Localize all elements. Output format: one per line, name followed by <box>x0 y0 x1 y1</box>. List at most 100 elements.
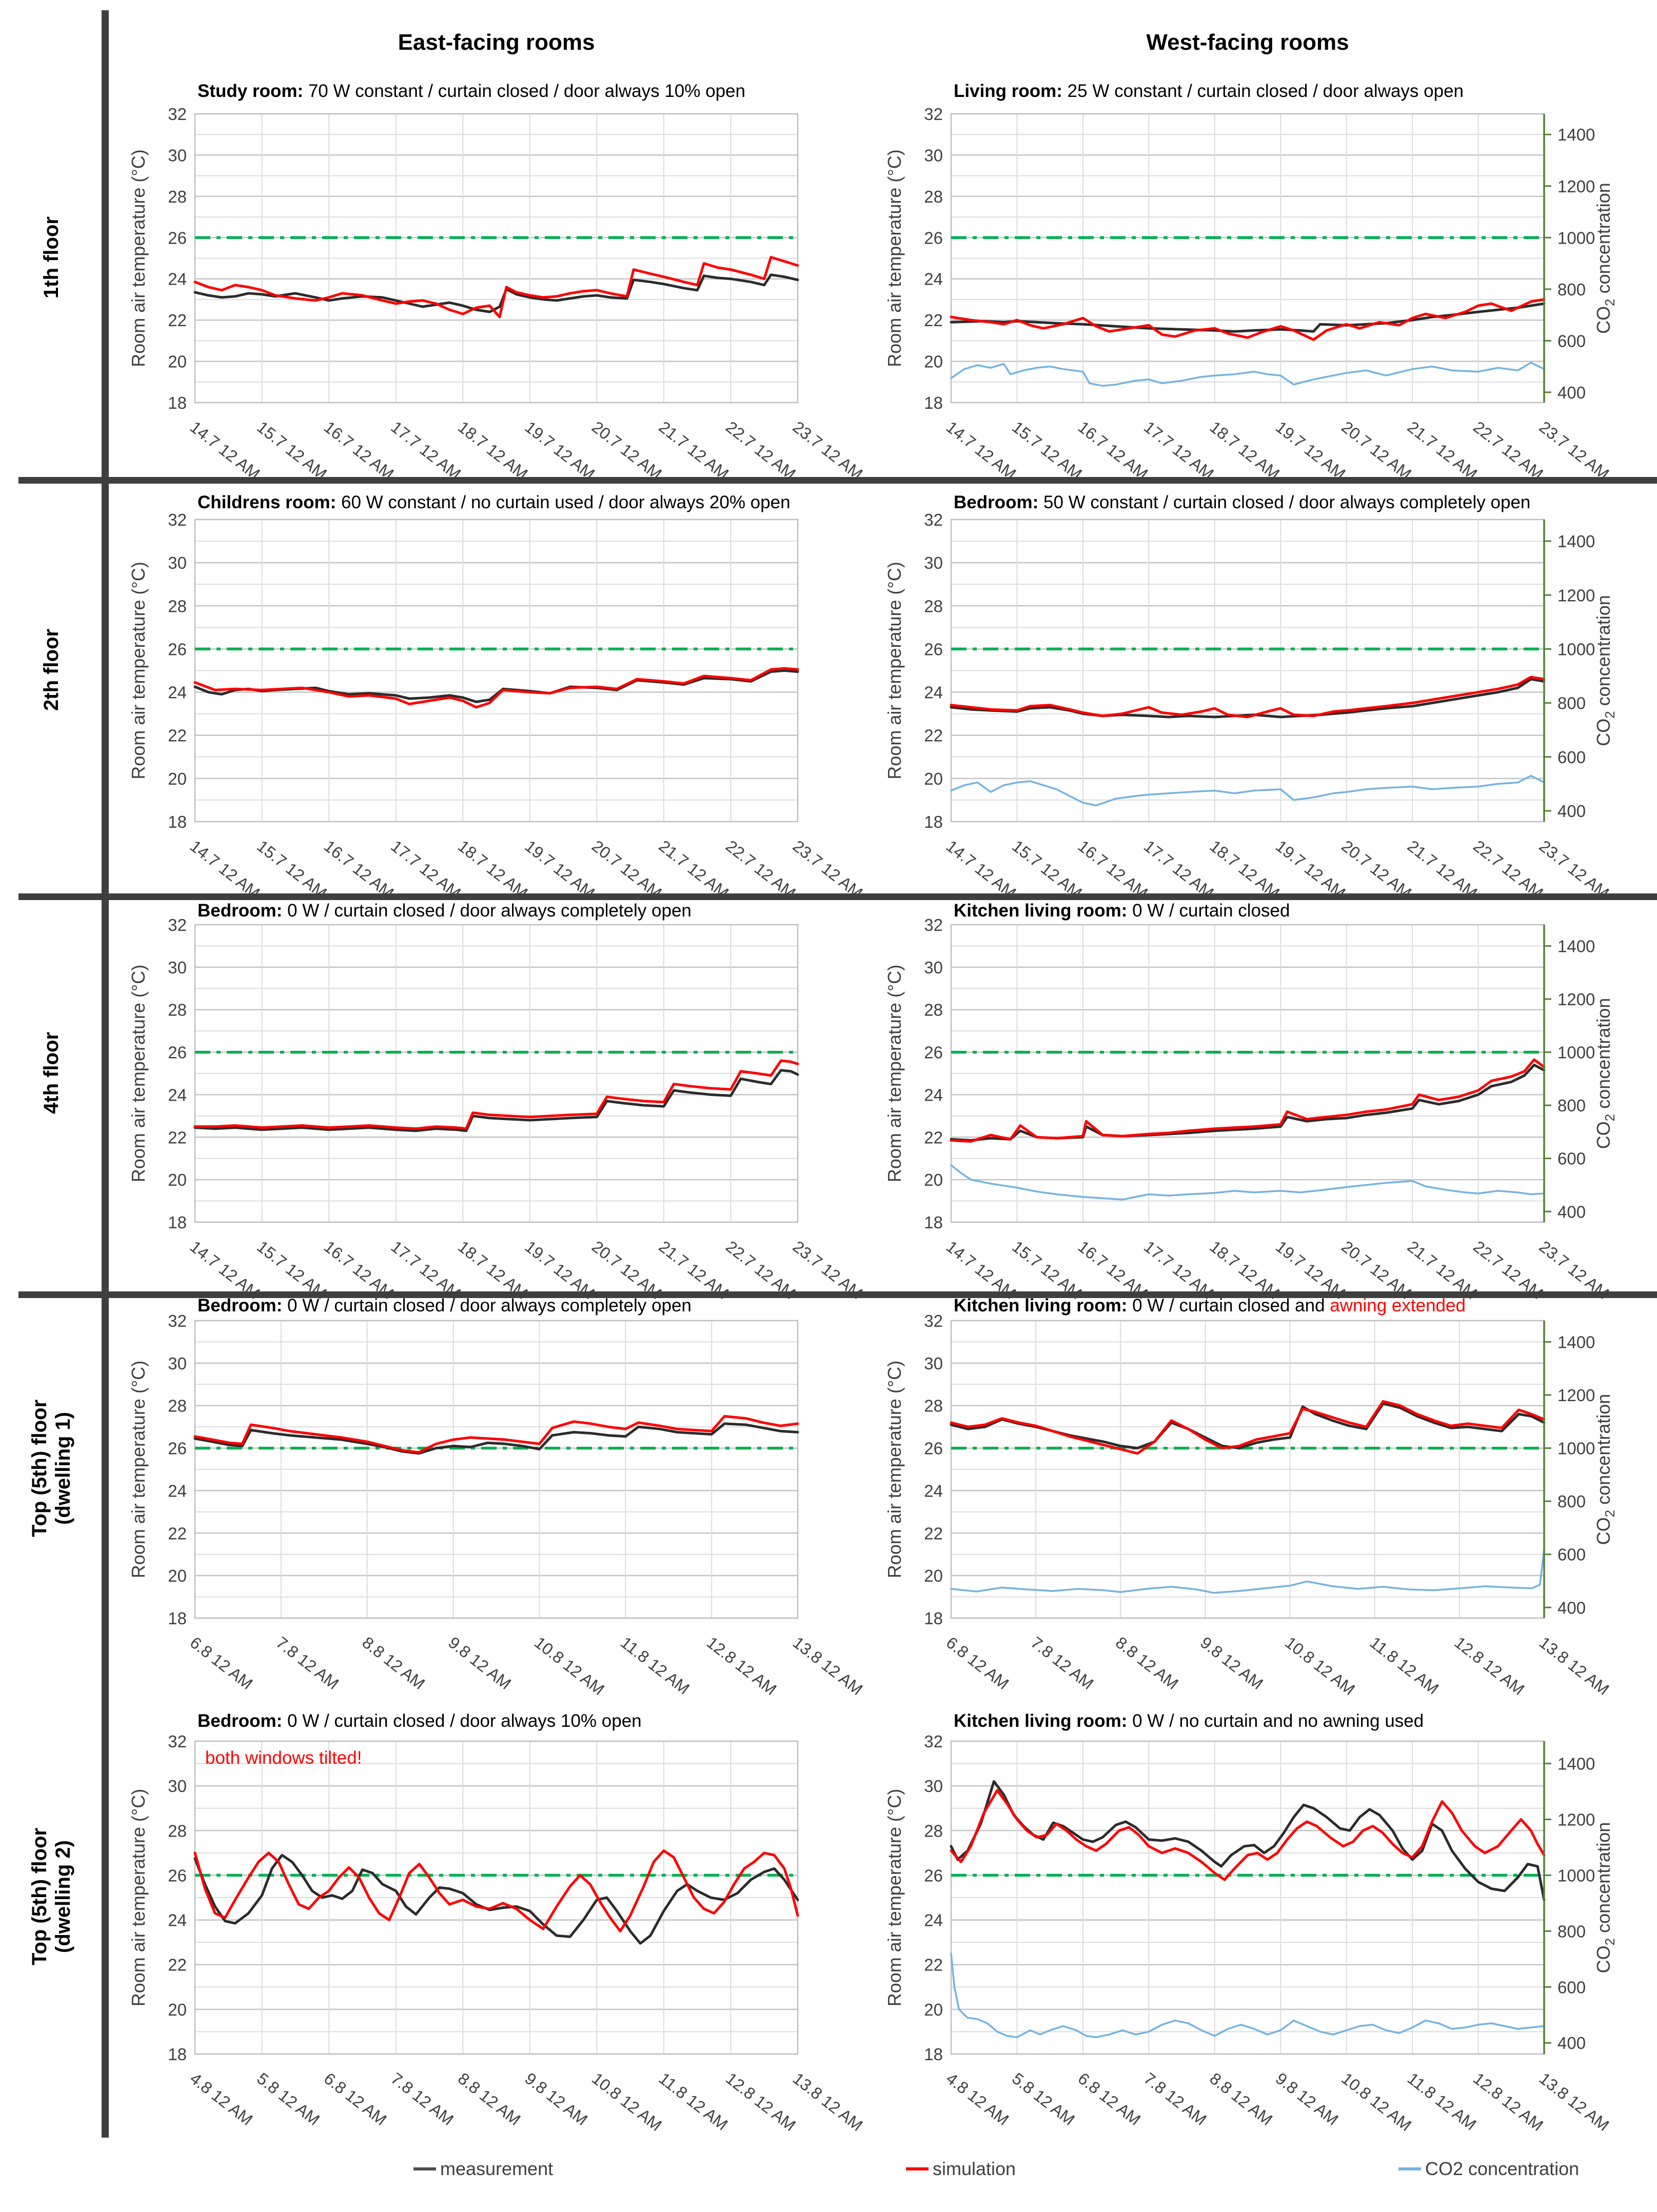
x-tick-label: 4.8 12 AM <box>943 2069 1013 2129</box>
temp-tick-label: 30 <box>924 146 943 165</box>
temp-tick-label: 28 <box>924 1397 943 1416</box>
temp-tick-label: 28 <box>168 1001 187 1020</box>
x-tick-label: 23.7 12 AM <box>790 417 866 483</box>
co2-line-swatch <box>1398 2167 1421 2170</box>
temp-tick-label: 20 <box>168 769 187 788</box>
simulation-line-floor2-west <box>950 675 1546 719</box>
x-tick-label: 18.7 12 AM <box>455 836 531 902</box>
chart-top-floor-dwelling2-east: 18 20 22 24 26 28 30 32 Room air temperature (°C… <box>128 1732 866 2135</box>
co2-line-floor1-west <box>950 362 1545 387</box>
co2-tick-label: 400 <box>1557 383 1586 402</box>
temp-tick-label: 26 <box>168 640 187 659</box>
x-tick-label: 9.8 12 AM <box>521 2069 591 2129</box>
temp-tick-label: 24 <box>168 1481 187 1500</box>
temp-axis-title: Room air temperature (°C) <box>884 1789 905 2007</box>
temp-tick-label: 32 <box>168 510 187 529</box>
temp-axis-title: Room air temperature (°C) <box>128 1361 149 1579</box>
temp-tick-label: 22 <box>168 1524 187 1543</box>
co2-axis-title: CO2 concentration <box>1593 183 1617 334</box>
x-tick-label: 7.8 12 AM <box>387 2069 457 2129</box>
temp-tick-label: 22 <box>924 1128 943 1147</box>
temp-tick-label: 18 <box>168 393 187 412</box>
temp-tick-label: 28 <box>168 1821 187 1840</box>
x-tick-label: 23.7 12 AM <box>1536 836 1613 902</box>
temp-tick-label: 30 <box>924 553 943 572</box>
x-tick-label: 20.7 12 AM <box>588 836 665 902</box>
temp-tick-label: 22 <box>924 726 943 745</box>
x-tick-label: 11.8 12 AM <box>1404 2069 1480 2134</box>
co2-tick-label: 1400 <box>1557 1332 1595 1351</box>
x-tick-label: 16.7 12 AM <box>1075 836 1152 902</box>
temp-tick-label: 24 <box>924 1481 943 1500</box>
temp-tick-label: 30 <box>924 958 943 977</box>
x-tick-label: 9.8 12 AM <box>1272 2069 1342 2129</box>
x-tick-label: 18.7 12 AM <box>1206 417 1283 483</box>
x-tick-label: 5.8 12 AM <box>1009 2069 1078 2129</box>
chart-floor2-east: 18 20 22 24 26 28 30 32 Room air temperature (°C… <box>128 510 866 902</box>
temp-tick-label: 32 <box>168 915 187 934</box>
measurement-line-top-floor-dwelling2-west <box>950 1780 1546 1901</box>
x-tick-label: 4.8 12 AM <box>187 2069 257 2129</box>
co2-line-floor4-west <box>950 1164 1545 1201</box>
x-tick-label: 14.7 12 AM <box>187 417 264 483</box>
co2-tick-label: 800 <box>1557 1492 1586 1511</box>
x-tick-label: 15.7 12 AM <box>253 836 330 902</box>
chart-floor1-east: 18 20 22 24 26 28 30 32 Room air temperature (°C… <box>128 105 866 483</box>
x-tick-label: 13.8 12 AM <box>1536 1633 1613 1699</box>
x-tick-label: 13.8 12 AM <box>1536 2069 1613 2135</box>
x-tick-label: 22.7 12 AM <box>1470 417 1547 483</box>
floor-label-1: 1th floor <box>40 216 63 298</box>
temp-tick-label: 18 <box>924 1609 943 1628</box>
legend-item-co2: CO2 concentration <box>1398 2158 1579 2180</box>
co2-tick-label: 1000 <box>1557 228 1595 247</box>
co2-tick-label: 600 <box>1557 748 1586 767</box>
temp-axis-title: Room air temperature (°C) <box>128 965 149 1183</box>
temp-tick-label: 20 <box>924 1170 943 1189</box>
temp-tick-label: 18 <box>168 2045 187 2064</box>
chart-title-floor4-east: Bedroom: 0 W / curtain closed / door alw… <box>198 901 692 921</box>
temp-tick-label: 18 <box>168 1213 187 1232</box>
x-tick-label: 10.8 12 AM <box>1338 2069 1415 2135</box>
temp-axis-title: Room air temperature (°C) <box>884 562 905 780</box>
x-tick-label: 6.8 12 AM <box>321 2069 390 2129</box>
x-tick-label: 8.8 12 AM <box>1112 1633 1182 1693</box>
header-west-facing: West-facing rooms <box>1146 30 1349 55</box>
chart-top-floor-dwelling1-east: 18 20 22 24 26 28 30 32 Room air temperature (°C… <box>128 1311 866 1699</box>
x-tick-label: 10.8 12 AM <box>531 1633 608 1699</box>
chart-title-top2-west: Kitchen living room: 0 W / no curtain an… <box>954 1711 1424 1731</box>
temp-tick-label: 26 <box>168 1439 187 1458</box>
x-tick-label: 6.8 12 AM <box>187 1633 257 1693</box>
legend-label-simulation: simulation <box>933 2158 1016 2179</box>
x-tick-label: 14.7 12 AM <box>943 417 1020 483</box>
temp-tick-label: 22 <box>168 726 187 745</box>
temp-tick-label: 32 <box>924 1311 943 1330</box>
co2-tick-label: 600 <box>1557 1149 1586 1168</box>
temp-tick-label: 30 <box>168 146 187 165</box>
co2-axis-title: CO2 concentration <box>1593 595 1617 746</box>
x-tick-label: 12.8 12 AM <box>703 1633 780 1699</box>
x-tick-label: 23.7 12 AM <box>1536 417 1613 483</box>
temp-tick-label: 30 <box>168 1354 187 1373</box>
simulation-line-floor4-west <box>950 1058 1546 1143</box>
co2-tick-label: 400 <box>1557 1598 1586 1617</box>
co2-tick-label: 600 <box>1557 1978 1586 1997</box>
legend-item-simulation: simulation <box>906 2158 1016 2180</box>
temp-tick-label: 32 <box>924 510 943 529</box>
x-tick-label: 16.7 12 AM <box>321 417 398 483</box>
x-tick-label: 8.8 12 AM <box>1206 2069 1276 2129</box>
co2-line-floor2-west <box>950 774 1545 807</box>
x-tick-label: 21.7 12 AM <box>1404 417 1481 483</box>
chart-floor4-east: 18 20 22 24 26 28 30 32 Room air temperature (°C… <box>128 915 866 1303</box>
header-east-facing: East-facing rooms <box>398 30 595 55</box>
temp-tick-label: 28 <box>924 1001 943 1020</box>
temp-tick-label: 20 <box>924 1566 943 1585</box>
vertical-separator <box>102 10 109 2138</box>
chart-title-floor1-west: Living room: 25 W constant / curtain clo… <box>954 81 1464 101</box>
temp-axis-title: Room air temperature (°C) <box>128 149 149 367</box>
co2-tick-label: 800 <box>1557 280 1586 299</box>
co2-tick-label: 1200 <box>1557 990 1595 1009</box>
chart-floor4-west: 18 20 22 24 26 28 30 32 Room air temperature (°C… <box>884 915 1617 1303</box>
x-tick-label: 12.8 12 AM <box>1470 2069 1547 2135</box>
simulation-line-floor1-east <box>193 256 799 318</box>
